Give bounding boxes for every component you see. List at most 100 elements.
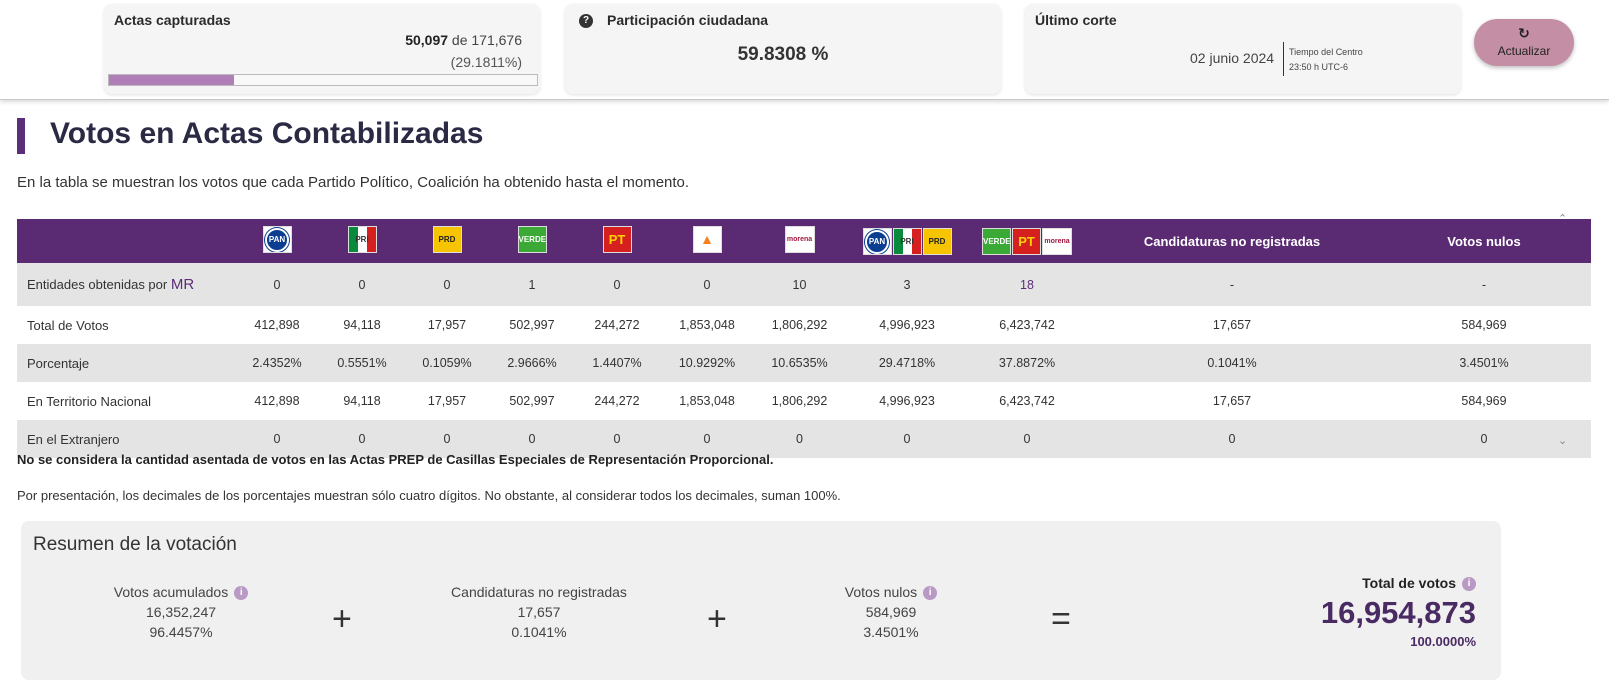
pt-logo-icon: PT [602, 226, 632, 253]
actas-progress-bar [108, 74, 538, 86]
table-cell: 17,957 [427, 394, 467, 408]
table-cell: 0 [443, 432, 451, 446]
table-cell: 0 [273, 432, 281, 446]
table-cell: 3 [903, 277, 911, 292]
actualizar-button[interactable]: ↻ Actualizar [1474, 19, 1574, 66]
total-votos-block: Total de votos i 16,954,873 100.0000% [1321, 575, 1476, 649]
row-label: En el Extranjero [17, 420, 232, 458]
verde-logo-icon: VERDE [517, 226, 547, 253]
pri-logo-icon: PRI [347, 226, 377, 253]
table-cell: 17,957 [427, 318, 467, 332]
table-cell: 1,853,048 [679, 394, 735, 408]
table-cell: 10.6535% [771, 356, 828, 370]
table-cell: 0.1041% [1207, 356, 1257, 370]
header-coalicion-pan-pri-prd: PAN PRI PRD [847, 219, 967, 263]
header-coalicion-verde-pt-morena: VERDE PT morena [967, 219, 1087, 263]
corte-tz-line1: Tiempo del Centro [1289, 47, 1363, 57]
refresh-icon: ↻ [1518, 25, 1530, 41]
table-cell: 6,423,742 [999, 394, 1055, 408]
summary-title: Resumen de la votación [33, 534, 237, 555]
votos-acumulados-block: Votos acumulados i 16,352,247 96.4457% [91, 582, 271, 642]
votos-acumulados-value: 16,352,247 [145, 604, 217, 620]
verde-logo-icon: VERDE [982, 227, 1011, 255]
table-cell: 0 [443, 277, 451, 292]
table-cell: - [1481, 277, 1487, 292]
table-cell: 2.9666% [507, 356, 557, 370]
info-circle-icon[interactable]: i [234, 586, 249, 601]
actas-capturadas-card: Actas capturadas 50,097 de 171,676 (29.1… [104, 4, 540, 94]
header-pri: PRI [322, 219, 402, 263]
row-label-text: Entidades obtenidas por [27, 277, 168, 292]
corte-date: 02 junio 2024 [1190, 50, 1275, 66]
table-cell: 10 [792, 277, 807, 292]
votos-nulos-label: Votos nulos [844, 584, 918, 600]
table-cell: 412,898 [254, 318, 300, 332]
table-cell: 0 [703, 432, 711, 446]
actas-captured-value: 50,097 [405, 32, 449, 48]
table-cell[interactable]: 18 [1020, 277, 1034, 292]
no-registradas-percent: 0.1041% [511, 624, 567, 640]
votes-table-container: PAN PRI PRD VERDE PT ▲ morena PAN PRI PR… [17, 219, 1591, 458]
votos-nulos-value: 584,969 [865, 604, 917, 620]
note-decimales: Por presentación, los decimales de los p… [17, 488, 841, 503]
no-registradas-label: Candidaturas no registradas [451, 584, 627, 600]
scroll-up-icon[interactable]: ⌃ [1558, 213, 1568, 225]
table-cell: 502,997 [509, 318, 555, 332]
header-verde: VERDE [492, 219, 572, 263]
table-cell: 2.4352% [252, 356, 302, 370]
header-morena: morena [752, 219, 847, 263]
table-cell: 0.1059% [422, 356, 472, 370]
table-cell: 0 [613, 432, 621, 446]
actas-title: Actas capturadas [114, 12, 231, 28]
title-accent-bar [17, 118, 25, 154]
participacion-title: Participación ciudadana [607, 12, 769, 28]
pt-logo-icon: PT [1012, 227, 1041, 255]
actas-total-text: de 171,676 [451, 32, 522, 48]
table-cell: 1,806,292 [771, 394, 828, 408]
table-cell: 0 [358, 432, 366, 446]
table-cell: 0 [796, 432, 803, 446]
header-prd: PRD [402, 219, 492, 263]
table-header-row: PAN PRI PRD VERDE PT ▲ morena PAN PRI PR… [17, 219, 1591, 263]
table-cell: 0 [703, 277, 711, 292]
prd-logo-icon: PRD [432, 226, 462, 253]
table-row: Entidades obtenidas por MR 0 0 0 1 0 0 10 3 18- - [17, 263, 1591, 306]
pan-logo-icon: PAN [262, 226, 292, 253]
table-cell: 4,996,923 [879, 394, 935, 408]
table-cell: 1.4407% [592, 356, 642, 370]
table-cell: 584,969 [1461, 394, 1507, 408]
table-cell: 37.8872% [998, 356, 1056, 370]
table-cell: - [1229, 277, 1235, 292]
question-circle-icon[interactable]: ? [579, 14, 593, 28]
table-cell: 94,118 [343, 318, 381, 332]
pri-logo-icon: PRI [892, 227, 922, 255]
table-row: Total de Votos 412,898 94,118 17,957 502,997… [17, 306, 1591, 344]
votos-acumulados-label: Votos acumulados [113, 584, 229, 600]
table-cell: 10.9292% [678, 356, 736, 370]
table-cell: 0 [358, 277, 366, 292]
table-body: Entidades obtenidas por MR 0 0 0 1 0 0 10 3 18- - T… [17, 263, 1591, 458]
table-cell: 0 [1228, 432, 1236, 446]
table-cell: 0.5551% [337, 356, 387, 370]
table-cell: 0 [1480, 432, 1488, 446]
resumen-votacion-panel: Resumen de la votación Votos acumulados i… [21, 521, 1501, 680]
no-registradas-value: 17,657 [517, 604, 561, 620]
actas-percent: (29.1811%) [450, 54, 522, 70]
table-cell: 0 [528, 432, 536, 446]
header-votos-nulos: Votos nulos [1447, 233, 1521, 249]
table-cell: 1,853,048 [679, 318, 735, 332]
info-circle-icon[interactable]: i [1462, 577, 1476, 592]
coalicion-verde-pt-morena-logo: VERDE PT morena [982, 227, 1072, 255]
header-no-registradas: Candidaturas no registradas [1143, 233, 1321, 249]
plus-sign-2: + [707, 600, 727, 638]
table-cell: 4,996,923 [879, 318, 935, 332]
table-cell: 244,272 [594, 318, 640, 332]
header-empty [17, 219, 232, 263]
scroll-down-icon[interactable]: ⌄ [1558, 435, 1568, 447]
table-row: En Territorio Nacional 412,898 94,118 17,95… [17, 382, 1591, 420]
info-circle-icon[interactable]: i [923, 586, 938, 601]
corte-timezone: Tiempo del Centro 23:50 h UTC-6 [1289, 45, 1363, 75]
row-label: Porcentaje [17, 344, 232, 382]
table-cell: 17,657 [1212, 394, 1252, 408]
plus-sign-1: + [332, 600, 352, 638]
